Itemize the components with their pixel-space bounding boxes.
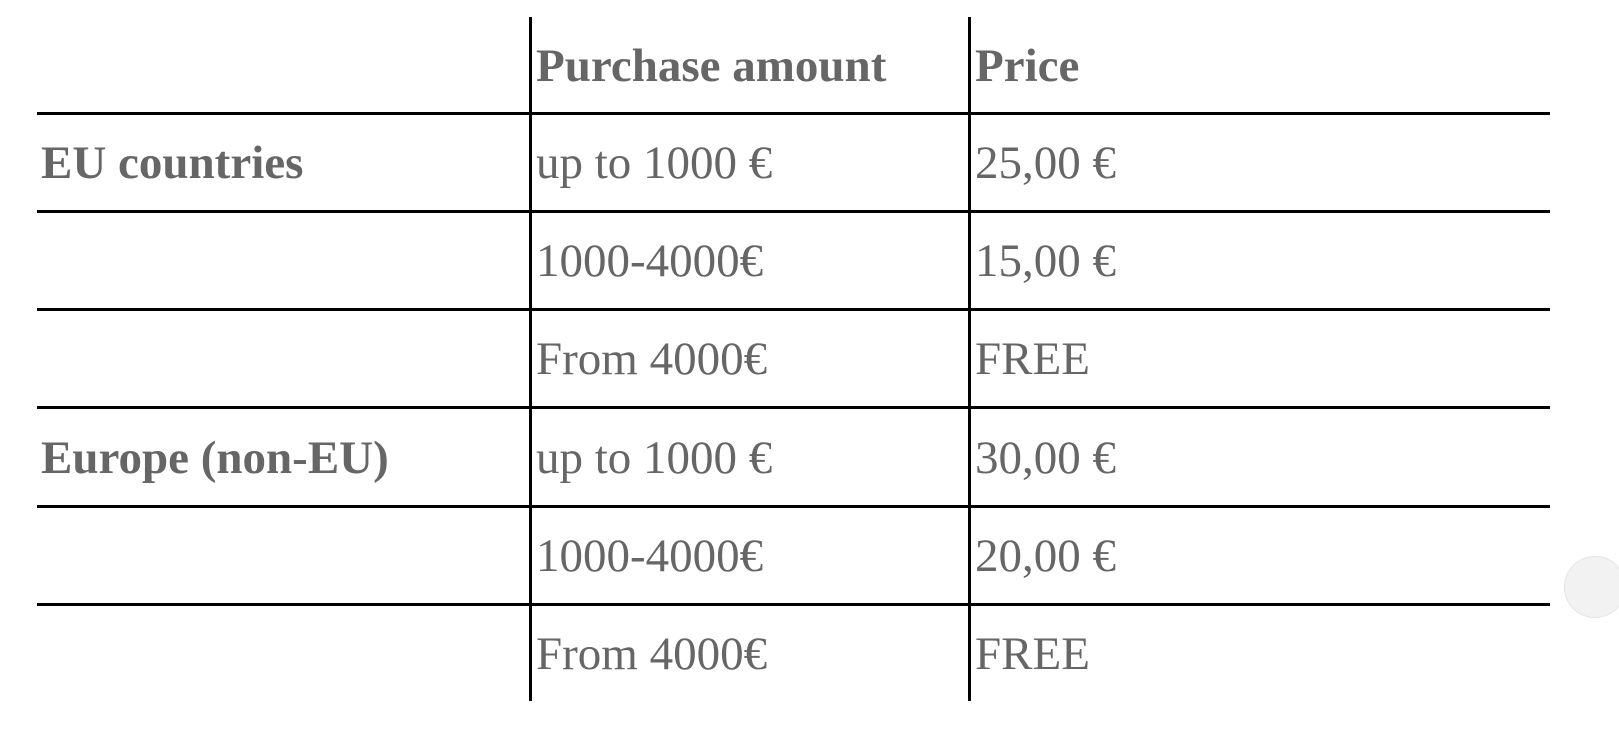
price-cell: 20,00 €: [975, 530, 1116, 582]
amount-cell: 1000-4000€: [536, 530, 764, 582]
column-divider: [968, 17, 971, 701]
price-cell: 30,00 €: [975, 432, 1116, 484]
amount-cell: up to 1000 €: [536, 137, 773, 189]
row-divider: [37, 505, 1550, 508]
amount-cell: 1000-4000€: [536, 235, 764, 287]
region-cell: EU countries: [41, 137, 304, 189]
price-cell: 15,00 €: [975, 235, 1116, 287]
row-divider: [37, 406, 1550, 409]
header-purchase-amount: Purchase amount: [536, 40, 887, 92]
row-divider: [37, 308, 1550, 311]
region-cell: Europe (non-EU): [41, 432, 389, 484]
row-divider: [37, 603, 1550, 606]
price-cell: FREE: [975, 333, 1090, 385]
amount-cell: up to 1000 €: [536, 432, 773, 484]
amount-cell: From 4000€: [536, 333, 768, 385]
amount-cell: From 4000€: [536, 628, 768, 680]
row-divider: [37, 112, 1550, 115]
column-divider: [529, 17, 532, 701]
header-price: Price: [975, 40, 1080, 92]
row-divider: [37, 210, 1550, 213]
floating-button[interactable]: [1564, 556, 1619, 618]
price-cell: FREE: [975, 628, 1090, 680]
price-cell: 25,00 €: [975, 137, 1116, 189]
